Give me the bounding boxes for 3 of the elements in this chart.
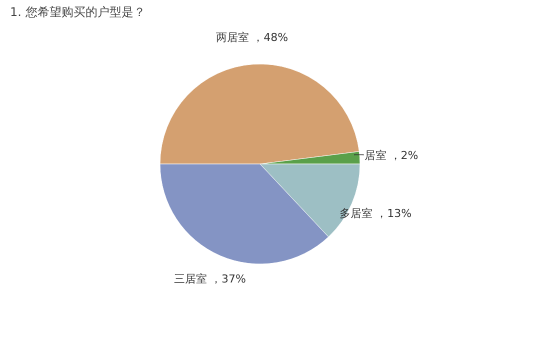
slice-label: 三居室 ，37% <box>174 272 246 286</box>
slice-label: 两居室 ，48% <box>216 31 288 44</box>
chart-title: 1. 您希望购买的户型是？ <box>10 5 146 19</box>
